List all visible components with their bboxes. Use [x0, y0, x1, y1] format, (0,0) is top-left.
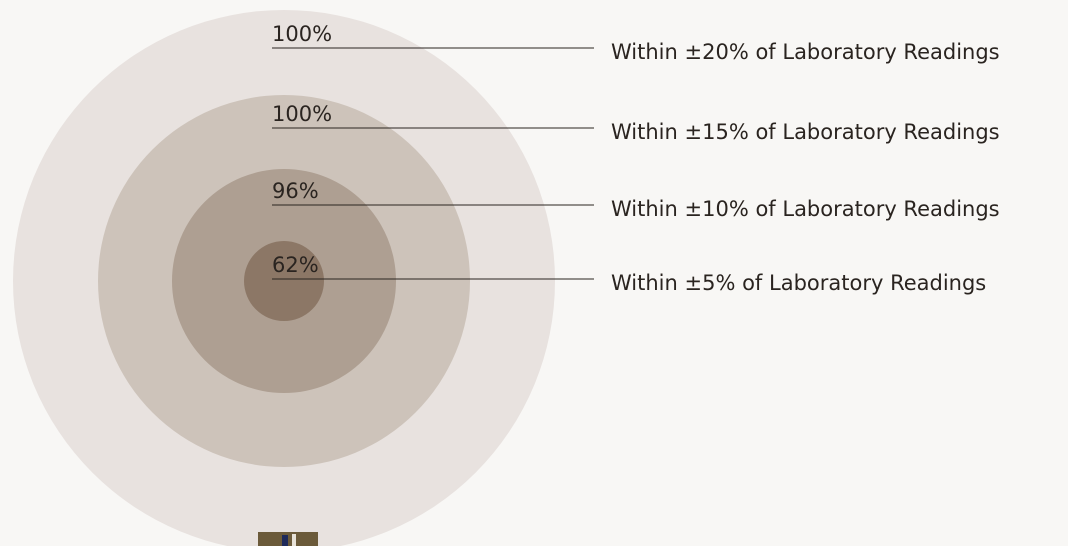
percent-value: 96%	[272, 179, 319, 203]
percent-value: 100%	[272, 22, 332, 46]
ring-label: Within ±15% of Laboratory Readings	[611, 120, 1000, 144]
percent-value: 100%	[272, 102, 332, 126]
thumbnail-detail	[282, 535, 288, 546]
page: 100% Within ±20% of Laboratory Readings 10…	[0, 0, 1068, 546]
thumbnail-detail	[292, 534, 296, 546]
percent-value: 62%	[272, 253, 319, 277]
circles	[13, 10, 555, 546]
ring-label: Within ±20% of Laboratory Readings	[611, 40, 1000, 64]
ring-label: Within ±10% of Laboratory Readings	[611, 197, 1000, 221]
thumbnail	[258, 532, 318, 546]
ring-label: Within ±5% of Laboratory Readings	[611, 271, 986, 295]
infographic: 100% Within ±20% of Laboratory Readings 10…	[0, 0, 1068, 546]
